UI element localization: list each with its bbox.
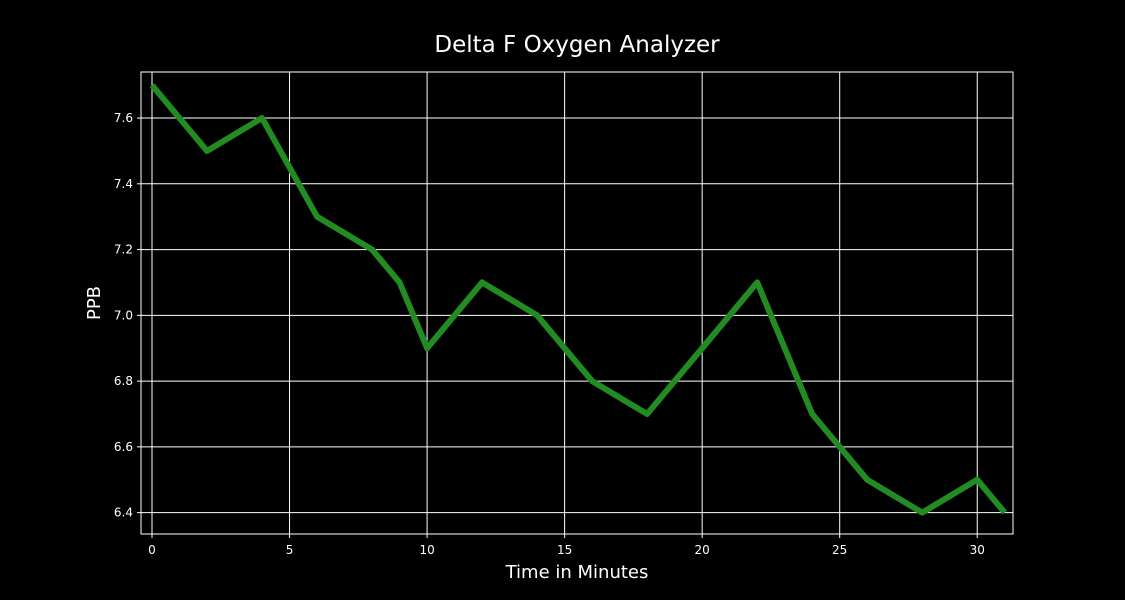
x-tick-label: 20 <box>695 543 710 557</box>
plot-frame <box>140 71 1014 535</box>
y-tick-label: 7.0 <box>114 308 133 322</box>
x-axis-label: Time in Minutes <box>505 562 649 583</box>
y-tick-label: 6.4 <box>114 506 133 520</box>
axis-ticks: 0 5 10 15 20 25 30 6.4 6.6 6.8 7.0 7.2 7.4 7.6 <box>114 111 985 557</box>
x-tick-label: 10 <box>419 543 434 557</box>
y-tick-label: 7.6 <box>114 111 133 125</box>
x-tick-label: 15 <box>557 543 572 557</box>
y-tick-label: 7.2 <box>114 243 133 257</box>
grid <box>141 72 1013 534</box>
y-tick-label: 6.8 <box>114 374 133 388</box>
x-tick-label: 30 <box>970 543 985 557</box>
y-axis-label: PPB <box>84 286 105 320</box>
x-tick-label: 0 <box>148 543 156 557</box>
x-tick-label: 5 <box>286 543 294 557</box>
y-tick-label: 7.4 <box>114 177 133 191</box>
y-tick-label: 6.6 <box>114 440 133 454</box>
x-tick-label: 25 <box>832 543 847 557</box>
chart-title: Delta F Oxygen Analyzer <box>434 32 720 58</box>
series-layer <box>149 83 1008 516</box>
series-line <box>149 83 1008 516</box>
